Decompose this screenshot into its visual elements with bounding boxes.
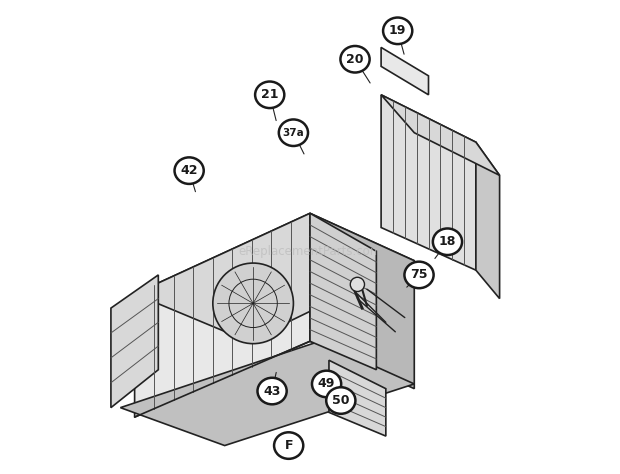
- Text: eReplacementParts.com: eReplacementParts.com: [238, 245, 382, 258]
- Text: 19: 19: [389, 24, 406, 37]
- Ellipse shape: [340, 46, 370, 73]
- Ellipse shape: [279, 119, 308, 146]
- Ellipse shape: [312, 371, 341, 397]
- Text: F: F: [285, 439, 293, 452]
- Polygon shape: [329, 360, 386, 436]
- Polygon shape: [135, 213, 414, 341]
- Text: 49: 49: [318, 377, 335, 391]
- Polygon shape: [135, 213, 310, 417]
- Ellipse shape: [274, 432, 303, 459]
- Ellipse shape: [326, 387, 355, 414]
- Polygon shape: [120, 341, 414, 446]
- Text: 18: 18: [439, 235, 456, 248]
- Polygon shape: [111, 275, 158, 408]
- Polygon shape: [310, 213, 414, 389]
- Polygon shape: [310, 213, 376, 370]
- Ellipse shape: [257, 378, 286, 404]
- Polygon shape: [381, 95, 500, 175]
- Circle shape: [213, 263, 293, 344]
- Text: 75: 75: [410, 268, 428, 282]
- Ellipse shape: [404, 262, 433, 288]
- Polygon shape: [381, 47, 428, 95]
- Text: 50: 50: [332, 394, 350, 407]
- Ellipse shape: [433, 228, 462, 255]
- Ellipse shape: [383, 18, 412, 44]
- Text: 21: 21: [261, 88, 278, 101]
- Text: 43: 43: [264, 384, 281, 398]
- Ellipse shape: [255, 82, 285, 108]
- Polygon shape: [381, 95, 476, 270]
- Circle shape: [350, 277, 365, 292]
- Text: 20: 20: [347, 53, 364, 66]
- Text: 42: 42: [180, 164, 198, 177]
- Polygon shape: [476, 142, 500, 299]
- Ellipse shape: [175, 157, 204, 184]
- Text: 37a: 37a: [283, 128, 304, 138]
